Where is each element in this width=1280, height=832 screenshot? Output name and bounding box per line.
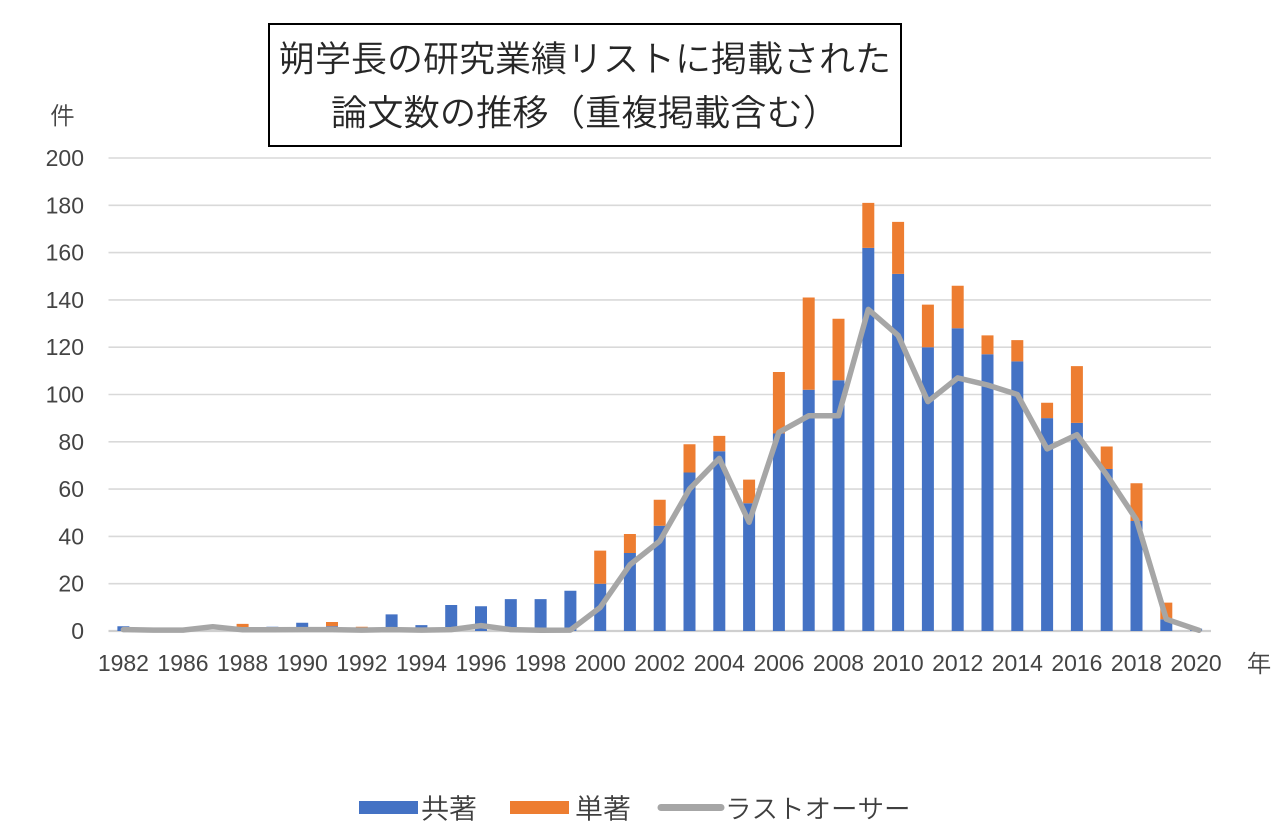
svg-text:160: 160 [46, 240, 84, 266]
svg-text:20: 20 [58, 571, 84, 597]
svg-text:1994: 1994 [396, 650, 447, 676]
svg-text:1990: 1990 [277, 650, 328, 676]
svg-text:1986: 1986 [157, 650, 208, 676]
svg-text:40: 40 [58, 523, 84, 549]
svg-text:1982: 1982 [98, 650, 149, 676]
svg-text:2000: 2000 [575, 650, 626, 676]
svg-text:120: 120 [46, 334, 84, 360]
svg-text:180: 180 [46, 192, 84, 218]
svg-text:2012: 2012 [932, 650, 983, 676]
svg-text:0: 0 [71, 618, 84, 644]
svg-text:2008: 2008 [813, 650, 864, 676]
svg-text:1998: 1998 [515, 650, 566, 676]
svg-text:1996: 1996 [455, 650, 506, 676]
svg-text:2016: 2016 [1051, 650, 1102, 676]
svg-text:200: 200 [46, 145, 84, 171]
svg-text:60: 60 [58, 476, 84, 502]
svg-text:140: 140 [46, 287, 84, 313]
svg-text:2002: 2002 [634, 650, 685, 676]
svg-text:2020: 2020 [1171, 650, 1222, 676]
svg-text:80: 80 [58, 429, 84, 455]
svg-text:1988: 1988 [217, 650, 268, 676]
svg-text:1992: 1992 [336, 650, 387, 676]
svg-text:2006: 2006 [753, 650, 804, 676]
svg-text:100: 100 [46, 382, 84, 408]
svg-text:2004: 2004 [694, 650, 745, 676]
svg-text:2014: 2014 [992, 650, 1043, 676]
svg-text:2010: 2010 [873, 650, 924, 676]
svg-text:2018: 2018 [1111, 650, 1162, 676]
